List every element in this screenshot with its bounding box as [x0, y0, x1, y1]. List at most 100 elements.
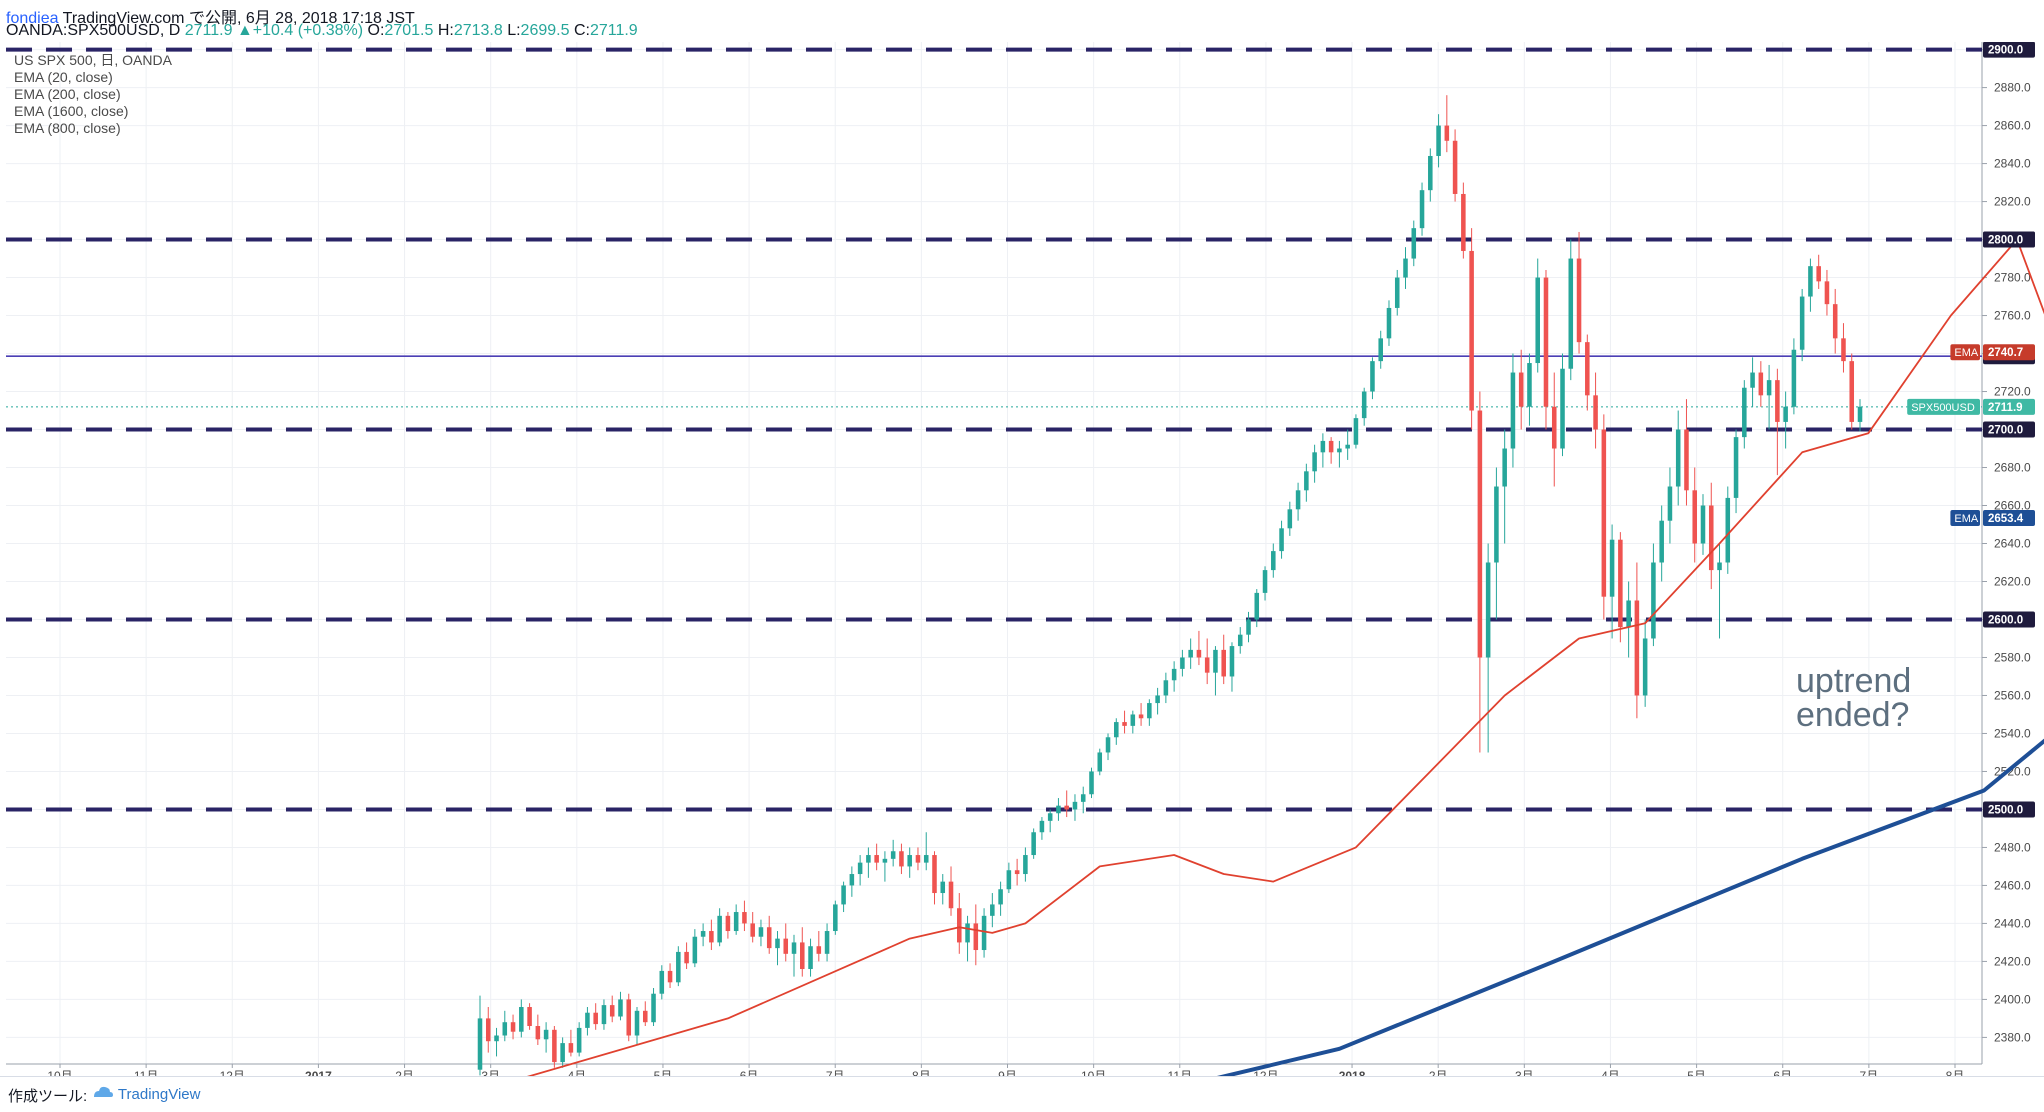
annotation-line: uptrend — [1796, 662, 1911, 700]
candle-body — [1188, 649, 1193, 658]
candle-body — [1122, 722, 1127, 726]
time-tick-label: 6月 — [740, 1069, 759, 1076]
candle-body — [1618, 539, 1623, 628]
candle-body — [552, 1029, 557, 1063]
legend-ema-800[interactable]: EMA (800, close) — [14, 120, 121, 136]
candle-body — [1742, 387, 1747, 438]
candle-body — [998, 889, 1003, 905]
candle-body — [849, 874, 855, 886]
candle-body — [1750, 372, 1755, 388]
time-tick-label: 4月 — [1601, 1069, 1620, 1076]
candle-body — [659, 970, 665, 994]
level-badge-label: 2500.0 — [1988, 804, 2023, 816]
candle-body — [535, 1026, 541, 1040]
candle-body — [651, 993, 656, 1023]
time-tick-label: 11月 — [134, 1069, 158, 1076]
level-badge-bg — [1983, 421, 2035, 438]
close-label: C: — [573, 22, 590, 39]
candle-body — [1436, 125, 1441, 156]
tradingview-brand: TradingView — [117, 1086, 201, 1103]
time-tick-label: 4月 — [567, 1069, 586, 1076]
candle-body — [1114, 722, 1119, 738]
price-chart[interactable]: 10月 11月 12月 2017 2月 3月 4月 5月 6月 7月 8月 9月 10月 11月 12月 20… — [0, 42, 2044, 1076]
price-tick-label: 2460.0 — [1994, 878, 2031, 892]
candle-body — [1461, 193, 1466, 251]
time-tick-label: 7月 — [826, 1069, 845, 1076]
candle-body — [477, 1018, 483, 1070]
candle-body — [1171, 668, 1177, 681]
author-link[interactable]: fondiea — [6, 10, 59, 27]
candle-body — [783, 938, 789, 954]
candle-body — [1576, 258, 1582, 343]
time-tick-label: 5月 — [654, 1069, 673, 1076]
time-tick-label: 2月 — [395, 1069, 414, 1076]
legend-ema-200[interactable]: EMA (200, close) — [14, 86, 121, 102]
price-axis[interactable]: 2380.0 2400.0 2420.0 2440.0 2460.0 2480.0 2500… — [1981, 42, 2044, 1076]
price-tick-label: 2560.0 — [1994, 688, 2031, 702]
candle-body — [585, 1012, 590, 1028]
candle-body — [618, 999, 623, 1017]
candle-body — [667, 970, 673, 983]
candle-body — [1155, 695, 1160, 704]
candle-body — [1452, 140, 1458, 194]
axis-badge-tag-bg — [1950, 344, 1980, 361]
price-tick-label: 2780.0 — [1994, 271, 2031, 285]
candle-body — [1386, 307, 1392, 339]
candle-body — [866, 855, 871, 863]
candle-body — [1147, 703, 1152, 719]
candle-body — [1370, 361, 1375, 392]
candle-body — [1411, 228, 1417, 259]
candle-body — [626, 999, 632, 1036]
legend-symbol[interactable]: US SPX 500, 日, OANDA — [14, 52, 172, 68]
candle-body — [519, 1007, 524, 1032]
candle-body — [494, 1035, 499, 1042]
chart-background — [6, 42, 1982, 1076]
candle-body — [1014, 870, 1020, 875]
candle-body — [1304, 471, 1309, 491]
annotation-text: uptrend ended? — [1796, 662, 1911, 734]
candle-body — [1047, 813, 1053, 821]
publish-details: TradingView.com で公開, 6月 28, 2018 17:18 J… — [62, 10, 415, 27]
legend-ema-1600[interactable]: EMA (1600, close) — [14, 103, 129, 119]
candle-body — [882, 858, 888, 863]
candle-body — [1039, 820, 1045, 833]
candle-body — [1279, 528, 1284, 552]
candle-body — [1543, 277, 1549, 407]
made-with-label: 作成ツール: — [8, 1088, 88, 1105]
candle-body — [1857, 406, 1863, 422]
symbol-label: OANDA:SPX500USD, D — [6, 22, 181, 39]
candle-body — [1485, 562, 1491, 658]
candle-body — [923, 855, 929, 863]
candle-body — [593, 1012, 598, 1025]
candle-body — [1849, 361, 1855, 422]
candle-body — [990, 904, 995, 916]
candle-body — [700, 931, 706, 937]
axis-badge-tag: SPX500USD — [1911, 402, 1975, 414]
candle-body — [1328, 440, 1334, 453]
candle-body — [1204, 657, 1210, 673]
tradingview-logo[interactable]: TradingView — [92, 1085, 200, 1103]
time-tick-label: 8月 — [912, 1069, 931, 1076]
publish-info: fondiea TradingView.com で公開, 6月 28, 2018… — [6, 4, 415, 28]
candle-body — [1651, 562, 1656, 639]
candle-body — [915, 855, 921, 863]
candle-body — [717, 915, 722, 943]
time-tick-label: 12月 — [220, 1069, 245, 1076]
candle-body — [1518, 372, 1524, 407]
time-tick-label: 3月 — [481, 1069, 500, 1076]
candle-body — [1593, 395, 1598, 430]
candle-body — [857, 862, 863, 875]
time-tick-label: 10月 — [47, 1069, 72, 1076]
candle-body — [1262, 570, 1268, 593]
candle-body — [609, 1005, 615, 1017]
candle-body — [1221, 649, 1226, 677]
legend-ema-20[interactable]: EMA (20, close) — [14, 69, 113, 85]
ema-200-line — [1216, 738, 2044, 1076]
candle-body — [676, 951, 681, 983]
cloud-icon — [94, 1086, 113, 1097]
time-tick-label: 5月 — [1687, 1069, 1706, 1076]
candle-body — [485, 1018, 491, 1042]
time-tick-label: 12月 — [1253, 1069, 1278, 1076]
x-axis: 10月 11月 12月 2017 2月 3月 4月 5月 6月 7月 8月 9月 10月 11月 12月 20… — [6, 1063, 1982, 1076]
candle-body — [1675, 429, 1681, 487]
